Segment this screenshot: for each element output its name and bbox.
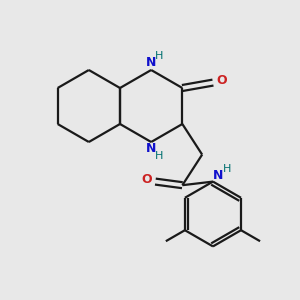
Text: H: H bbox=[155, 151, 164, 161]
Text: N: N bbox=[213, 169, 223, 182]
Text: O: O bbox=[217, 74, 227, 87]
Text: H: H bbox=[155, 51, 164, 61]
Text: H: H bbox=[223, 164, 231, 174]
Text: N: N bbox=[146, 142, 156, 155]
Text: O: O bbox=[141, 173, 152, 186]
Text: N: N bbox=[146, 56, 156, 70]
